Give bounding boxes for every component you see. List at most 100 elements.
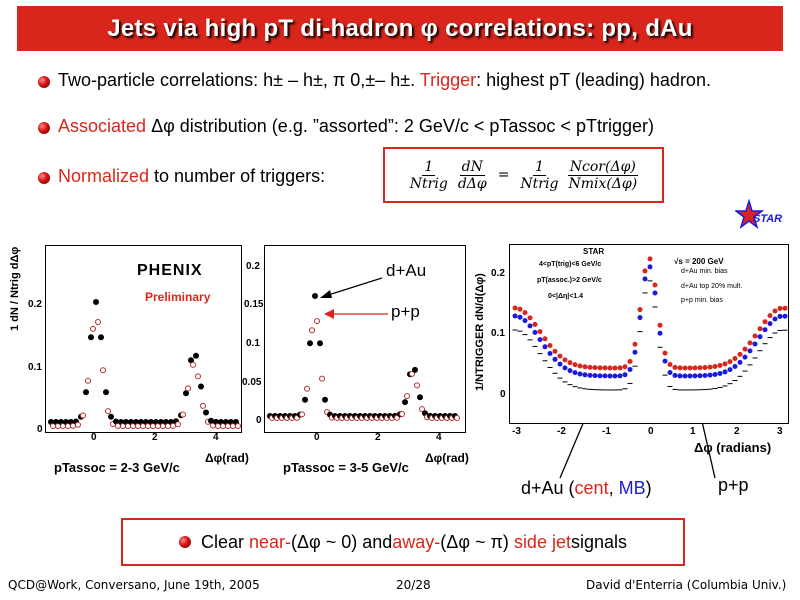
formula-nmix: Nmix(Δφ)	[568, 175, 638, 192]
star-dau-central-point	[552, 348, 558, 354]
phenix-pp-point	[100, 367, 106, 374]
star-dau-mb-point	[612, 373, 618, 379]
star-dau-central-point	[517, 306, 523, 312]
star-dau-central-point	[752, 333, 758, 339]
star-dau-mb-point	[772, 316, 778, 322]
star-dau-central-point	[642, 268, 648, 274]
star-dau-mb-point	[697, 373, 703, 379]
star-dau-central-point	[622, 364, 628, 370]
phenix-dau-point	[198, 383, 204, 390]
star-dau-mb-point	[722, 369, 728, 375]
normalization-formula: 1 Ntrig dN dΔφ = 1 Ntrig Ncor(Δφ) Nmix(Δφ)	[383, 147, 664, 203]
star-dau-mb-point	[632, 349, 638, 355]
star-dau-mb-point	[622, 372, 628, 378]
phenix-right-svg	[267, 293, 460, 421]
star-dau-mb-point	[572, 370, 578, 376]
star-dau-central-point	[732, 356, 738, 362]
bullet-icon	[38, 122, 50, 134]
star-dau-mb-point	[512, 313, 518, 319]
star-dau-central-point	[782, 305, 788, 311]
star-dau-central-point	[707, 364, 713, 370]
phenix-left-svg	[48, 299, 241, 429]
star-dau-mb-point	[537, 337, 543, 343]
phenix-pp-point	[414, 382, 420, 389]
phenix-xtick: 4	[436, 432, 442, 443]
phenix-pp-point	[304, 385, 310, 392]
star-dau-mb-point	[592, 373, 598, 379]
star-dau-mb-point	[652, 290, 658, 296]
star-dau-central-point	[572, 362, 578, 368]
star-dau-mb-point	[692, 373, 698, 379]
bullet-1-text: Two-particle correlations: h± – h±, π 0,…	[58, 70, 416, 90]
star-dau-mb-point	[542, 344, 548, 350]
phenix-dau-label: d+Au	[386, 261, 427, 280]
phenix-dau-point	[208, 417, 214, 424]
star-dau-mb-point	[627, 366, 633, 372]
star-dau-mb-point	[657, 330, 663, 336]
star-dau-mb-point	[672, 372, 678, 378]
star-dau-central-point	[522, 310, 528, 316]
star-legend-3: p+p min. bias	[681, 297, 723, 304]
phenix-pp-point	[235, 423, 241, 429]
phenix-pp-point	[404, 393, 410, 400]
star-dau-central-point	[587, 364, 593, 370]
star-dau-mb-point	[737, 359, 743, 365]
star-dau-mb-point	[702, 373, 708, 379]
conclusion-b: (Δφ ~ 0) and	[291, 531, 393, 552]
star-mb: MB	[618, 478, 646, 498]
phenix-pp-point	[200, 402, 206, 409]
star-xtick: 3	[777, 426, 783, 437]
bullet-icon	[178, 536, 191, 548]
phenix-ytick-r: 0.15	[244, 299, 264, 310]
footer-right: David d'Enterria (Columbia Univ.)	[586, 578, 787, 592]
conclusion-side: side jet	[513, 531, 571, 552]
formula-dphi: dΔφ	[457, 175, 487, 192]
phenix-pp-label: p+p	[391, 302, 420, 321]
phenix-pp-point	[95, 318, 101, 325]
title-bar: Jets via high pT di-hadron φ correlation…	[17, 6, 783, 51]
star-dau-mb-point	[597, 373, 603, 379]
star-dau-mb-point	[662, 358, 668, 364]
phenix-pp-point	[309, 327, 315, 334]
star-dau-mb-point	[707, 372, 713, 378]
star-dau-mb-point	[577, 371, 583, 377]
star-dau-mb-point	[587, 372, 593, 378]
star-dau-mb-point	[762, 327, 768, 333]
phenix-dau-point	[302, 396, 308, 403]
star-xtick: 0	[648, 426, 654, 437]
star-xtick: -3	[512, 426, 521, 437]
star-svg	[512, 256, 788, 391]
phenix-logo: PHENIX	[137, 262, 203, 279]
star-dau-central-point	[567, 360, 573, 366]
star-xtick: 1	[690, 426, 696, 437]
formula-frac-3: 1 Ntrig	[518, 159, 560, 192]
star-dau-central-point	[762, 319, 768, 325]
formula-rhs-den: Ntrig	[520, 175, 559, 192]
formula-ncor: Ncor(Δφ)	[567, 158, 638, 176]
star-dau-mb-point	[532, 329, 538, 335]
phenix-dau-point	[203, 409, 209, 416]
phenix-dau-point	[83, 389, 89, 396]
star-dau-central-point	[687, 365, 693, 371]
star-dau-mb-point	[747, 348, 753, 354]
star-ytick: 0.2	[491, 268, 505, 279]
star-dau-central-point	[607, 365, 613, 371]
star-dau-central-point	[537, 329, 543, 335]
bullet-3-rest: to number of triggers:	[149, 166, 326, 186]
star-ylabel: 1/NTRIGGER dN/d(Δφ)	[474, 273, 486, 391]
conclusion-box: Clear near- (Δφ ~ 0) and away- (Δφ ~ π) …	[121, 518, 685, 566]
phenix-xtick: 2	[375, 432, 381, 443]
star-dau-mb-point	[527, 323, 533, 329]
star-dau-central-point	[557, 353, 563, 359]
phenix-ytick-r: 0.2	[246, 261, 260, 272]
star-dau-mb-point	[617, 373, 623, 379]
conclusion-away: away-	[392, 531, 441, 552]
star-ytick: 0	[500, 389, 506, 400]
star-dau-central-point	[627, 358, 633, 364]
formula-frac-4: Ncor(Δφ) Nmix(Δφ)	[566, 159, 639, 192]
star-dau-central-point	[647, 256, 653, 262]
conclusion-near: near-	[249, 531, 292, 552]
star-dau-mb-point	[717, 370, 723, 376]
star-dau-central-point	[692, 365, 698, 371]
phenix-pp-point	[419, 406, 425, 413]
